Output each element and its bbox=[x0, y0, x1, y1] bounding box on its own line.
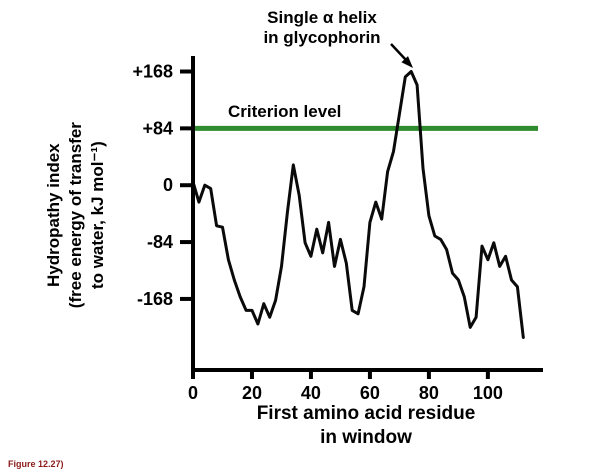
x-tick-label: 40 bbox=[301, 383, 321, 403]
y-tick-label: 0 bbox=[163, 175, 173, 195]
y-axis-label-line1: Hydropathy index bbox=[43, 143, 63, 287]
figure-caption: Figure 12.27) bbox=[8, 459, 64, 469]
x-tick-label: 20 bbox=[242, 383, 262, 403]
y-axis-label-line2: (free energy of transfer bbox=[65, 122, 85, 309]
x-tick-label: 60 bbox=[360, 383, 380, 403]
y-tick-label: +84 bbox=[142, 118, 173, 138]
annotation-arrow bbox=[390, 43, 407, 61]
y-tick-label: -168 bbox=[137, 289, 173, 309]
criterion-level-label: Criterion level bbox=[228, 102, 342, 121]
y-tick-label: -84 bbox=[147, 232, 173, 252]
y-axis-label: Hydropathy index (free energy of transfe… bbox=[43, 59, 109, 371]
x-tick-label: 0 bbox=[188, 383, 198, 403]
x-axis-label-line2: in window bbox=[320, 426, 412, 448]
y-tick-label: +168 bbox=[132, 62, 173, 82]
x-axis-label-line1: First amino acid residue bbox=[256, 403, 476, 424]
annotation-line1: Single α helix bbox=[267, 8, 377, 27]
annotation-line2: in glycophorin bbox=[263, 28, 381, 48]
x-tick-label: 100 bbox=[473, 383, 503, 403]
annotation-single-alpha-helix: Single α helix in glycophorin bbox=[222, 8, 422, 49]
annotation-arrowhead bbox=[401, 56, 413, 68]
y-axis-label-line3: to water, kJ mol⁻¹) bbox=[88, 141, 108, 290]
x-tick-label: 80 bbox=[419, 383, 439, 403]
hydropathy-line bbox=[191, 70, 525, 339]
x-axis-label: First amino acid residue in window bbox=[193, 402, 539, 450]
